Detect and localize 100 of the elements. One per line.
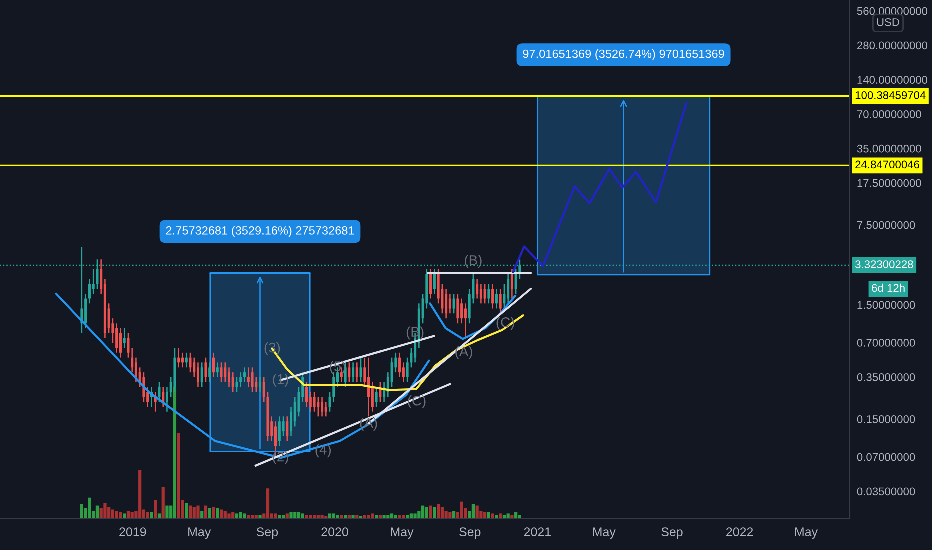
candlestick xyxy=(119,328,122,358)
bar xyxy=(111,510,115,519)
candlestick xyxy=(236,376,238,393)
candlestick xyxy=(321,396,324,418)
candlestick xyxy=(313,392,316,412)
ref-line-label: 100.38459704 xyxy=(856,91,926,100)
candlestick xyxy=(255,376,258,393)
candlestick xyxy=(456,293,460,324)
bar xyxy=(476,506,479,519)
candlestick xyxy=(514,268,518,295)
bar xyxy=(425,507,428,519)
bar xyxy=(286,514,289,519)
bar xyxy=(440,507,444,519)
bar xyxy=(398,515,402,519)
bar xyxy=(433,507,436,519)
bar xyxy=(320,515,324,519)
candlestick xyxy=(208,362,212,384)
candlestick xyxy=(282,416,285,438)
bar xyxy=(266,488,270,519)
candlestick xyxy=(433,268,436,295)
candlestick xyxy=(375,386,378,408)
candlestick xyxy=(492,284,494,310)
candlestick xyxy=(127,332,130,358)
bar xyxy=(154,500,158,519)
candlestick xyxy=(499,288,502,314)
candlestick xyxy=(286,416,289,442)
bar xyxy=(177,433,180,519)
bar xyxy=(274,514,278,519)
bar xyxy=(138,470,142,519)
bar xyxy=(422,506,425,519)
candlestick xyxy=(258,376,262,393)
bar xyxy=(472,504,475,519)
candlestick xyxy=(189,352,192,374)
candlestick xyxy=(88,278,91,304)
candlestick xyxy=(162,386,165,408)
annotation: (3) xyxy=(264,342,280,356)
candlestick xyxy=(356,362,358,384)
candlestick xyxy=(305,382,308,408)
bar xyxy=(162,487,165,519)
y-tick-label: 35.00000000 xyxy=(857,144,922,153)
bar xyxy=(371,514,374,519)
candlestick xyxy=(166,386,168,412)
candlestick xyxy=(123,328,126,349)
x-tick-label: May xyxy=(795,528,818,539)
candlestick xyxy=(430,268,432,300)
bar xyxy=(444,511,448,519)
bar xyxy=(158,514,162,519)
x-tick-label: 2022 xyxy=(726,528,754,536)
x-tick-label: 2019 xyxy=(120,528,146,536)
candlestick xyxy=(204,357,208,384)
x-tick-label: May xyxy=(188,528,212,539)
bar xyxy=(290,512,293,519)
bar xyxy=(367,515,370,519)
candlestick xyxy=(158,382,161,403)
candlestick xyxy=(196,362,200,388)
bar xyxy=(150,512,154,519)
bar xyxy=(258,515,262,519)
line-series xyxy=(429,294,517,340)
candlestick xyxy=(232,372,234,393)
bar xyxy=(185,503,188,519)
y-tick-label: 70.00000000 xyxy=(858,110,922,118)
bar xyxy=(228,514,231,519)
candlestick xyxy=(185,352,188,368)
bar xyxy=(382,515,386,519)
candlestick xyxy=(247,367,250,388)
bar xyxy=(390,514,394,519)
candlestick xyxy=(224,362,227,384)
y-tick-label: 560.00000000 xyxy=(857,7,928,16)
bar xyxy=(192,507,196,519)
y-tick-label: 0.03500000 xyxy=(857,488,916,496)
candlestick xyxy=(328,392,332,412)
bar xyxy=(328,514,332,519)
candlestick xyxy=(371,382,374,412)
bar xyxy=(216,508,220,519)
candlestick xyxy=(445,288,448,320)
x-tick-label: 2020 xyxy=(322,528,348,536)
x-tick-label: Sep xyxy=(460,528,481,539)
y-tick-label: 280.00000000 xyxy=(857,42,928,50)
candlestick xyxy=(452,293,456,314)
candlestick xyxy=(181,352,184,368)
candlestick xyxy=(460,298,464,324)
candlestick xyxy=(480,284,482,304)
bar xyxy=(414,514,417,519)
bar xyxy=(80,504,84,519)
candlestick xyxy=(464,303,467,339)
bar xyxy=(491,514,494,519)
bar xyxy=(506,514,510,519)
candlestick xyxy=(216,362,219,378)
bar xyxy=(332,514,336,519)
candlestick xyxy=(251,367,254,393)
bar xyxy=(460,502,464,519)
bar xyxy=(196,506,200,519)
bar xyxy=(115,511,118,519)
bar xyxy=(243,514,246,519)
candlestick xyxy=(240,372,242,388)
candlestick xyxy=(352,362,355,384)
bar xyxy=(224,511,227,519)
candlestick xyxy=(193,357,196,378)
candlestick xyxy=(348,362,351,384)
bar xyxy=(499,514,502,519)
